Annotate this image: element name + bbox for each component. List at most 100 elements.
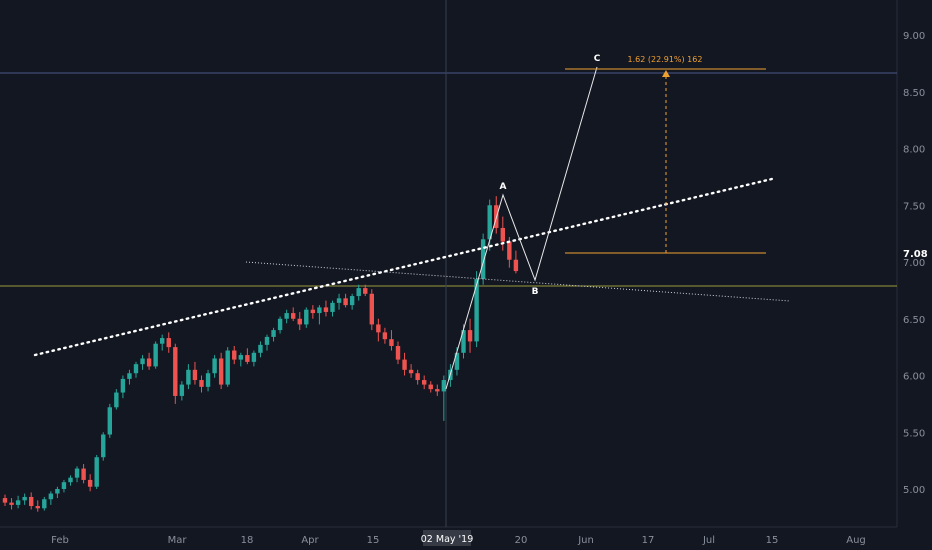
y-tick-label: 9.00 bbox=[903, 31, 925, 42]
candle-up[interactable] bbox=[461, 330, 466, 353]
candle-up[interactable] bbox=[101, 434, 106, 458]
candle-up[interactable] bbox=[454, 352, 460, 370]
candle-down[interactable] bbox=[297, 318, 302, 325]
candle-up[interactable] bbox=[251, 352, 257, 362]
candle-down[interactable] bbox=[81, 468, 86, 480]
candle-down[interactable] bbox=[402, 359, 407, 370]
candle-up[interactable] bbox=[114, 392, 119, 408]
candle-down[interactable] bbox=[199, 380, 204, 387]
candle-down[interactable] bbox=[173, 347, 178, 396]
candle-down[interactable] bbox=[245, 355, 250, 362]
x-tick-label: Jul bbox=[702, 535, 715, 546]
candle-up[interactable] bbox=[330, 302, 335, 312]
candle-up[interactable] bbox=[68, 477, 73, 483]
candle-down[interactable] bbox=[218, 358, 224, 385]
candle-up[interactable] bbox=[258, 344, 263, 353]
candle-up[interactable] bbox=[179, 384, 185, 396]
dotted-trendline-falling[interactable] bbox=[245, 261, 791, 302]
time-axis[interactable]: Feb Mar 18 Apr 15 20 Jun 17 Jul 15 Aug bbox=[51, 535, 866, 546]
candle-up[interactable] bbox=[349, 296, 355, 306]
x-tick-label: 15 bbox=[367, 535, 380, 546]
candle-up[interactable] bbox=[304, 309, 309, 325]
candle-up[interactable] bbox=[336, 298, 342, 303]
candle-up[interactable] bbox=[186, 369, 191, 385]
candle-up[interactable] bbox=[127, 373, 132, 379]
candle-down[interactable] bbox=[467, 330, 473, 342]
candle-up[interactable] bbox=[356, 288, 361, 297]
candle-down[interactable] bbox=[291, 313, 296, 319]
candle-up[interactable] bbox=[317, 307, 322, 314]
candle-up[interactable] bbox=[277, 318, 283, 331]
candle-down[interactable] bbox=[35, 506, 40, 509]
candle-down[interactable] bbox=[428, 384, 433, 390]
candle-up[interactable] bbox=[487, 205, 492, 240]
pattern-label-a: A bbox=[500, 182, 507, 192]
candle-up[interactable] bbox=[238, 355, 243, 360]
candle-up[interactable] bbox=[107, 407, 112, 435]
x-tick-label: 17 bbox=[642, 535, 655, 546]
x-tick-label: Jun bbox=[577, 535, 594, 546]
candle-up[interactable] bbox=[160, 338, 165, 344]
candle-down[interactable] bbox=[382, 332, 388, 340]
candle-down[interactable] bbox=[146, 358, 152, 367]
pattern-label-b: B bbox=[532, 287, 539, 297]
candles-group[interactable] bbox=[2, 196, 519, 512]
y-tick-label: 7.00 bbox=[903, 258, 925, 269]
candle-down[interactable] bbox=[29, 496, 34, 507]
candle-up[interactable] bbox=[212, 358, 217, 374]
candle-up[interactable] bbox=[22, 496, 27, 501]
candle-up[interactable] bbox=[94, 457, 99, 487]
candle-down[interactable] bbox=[513, 259, 519, 272]
candle-down[interactable] bbox=[395, 345, 401, 360]
candle-down[interactable] bbox=[389, 339, 394, 346]
candle-down[interactable] bbox=[408, 369, 414, 374]
candle-down[interactable] bbox=[369, 293, 374, 325]
candle-up[interactable] bbox=[133, 364, 139, 374]
y-tick-label: 8.50 bbox=[903, 88, 925, 99]
candle-down[interactable] bbox=[9, 502, 14, 505]
candle-up[interactable] bbox=[74, 468, 80, 478]
candle-up[interactable] bbox=[271, 330, 276, 337]
candle-up[interactable] bbox=[205, 373, 211, 387]
candle-up[interactable] bbox=[480, 239, 486, 280]
candle-up[interactable] bbox=[55, 489, 60, 494]
candle-down[interactable] bbox=[422, 380, 427, 385]
candle-up[interactable] bbox=[15, 500, 21, 505]
candle-down[interactable] bbox=[87, 479, 93, 487]
candle-up[interactable] bbox=[120, 378, 126, 393]
candle-up[interactable] bbox=[264, 336, 270, 345]
candle-down[interactable] bbox=[415, 373, 420, 381]
candle-down[interactable] bbox=[435, 389, 440, 392]
candle-down[interactable] bbox=[376, 324, 381, 333]
candle-up[interactable] bbox=[61, 482, 67, 489]
candle-down[interactable] bbox=[2, 498, 8, 503]
candle-down[interactable] bbox=[192, 369, 198, 381]
candle-down[interactable] bbox=[310, 309, 316, 314]
candle-up[interactable] bbox=[474, 279, 479, 342]
candle-up[interactable] bbox=[140, 358, 145, 365]
candle-up[interactable] bbox=[48, 493, 54, 500]
x-tick-label: Mar bbox=[168, 535, 188, 546]
y-tick-label: 6.50 bbox=[903, 315, 925, 326]
abc-pattern-line[interactable] bbox=[445, 66, 598, 390]
candle-down[interactable] bbox=[343, 298, 348, 306]
price-axis[interactable]: 9.00 8.50 8.00 7.50 7.00 6.50 6.00 5.50 5.00 bbox=[903, 31, 925, 496]
candle-down[interactable] bbox=[507, 241, 512, 260]
x-tick-label: Apr bbox=[301, 535, 319, 546]
y-tick-label: 5.50 bbox=[903, 428, 925, 439]
candle-up[interactable] bbox=[284, 313, 289, 319]
y-tick-label: 5.00 bbox=[903, 485, 925, 496]
candle-down[interactable] bbox=[323, 307, 329, 312]
candle-up[interactable] bbox=[42, 499, 47, 509]
candle-up[interactable] bbox=[441, 380, 447, 392]
candle-down[interactable] bbox=[232, 350, 237, 360]
candle-up[interactable] bbox=[153, 343, 158, 367]
candle-down[interactable] bbox=[166, 338, 171, 348]
y-tick-label: 7.50 bbox=[903, 201, 925, 212]
candle-up[interactable] bbox=[225, 350, 230, 385]
dotted-trendline-rising[interactable] bbox=[33, 176, 778, 357]
candle-down[interactable] bbox=[363, 288, 368, 294]
candle-down[interactable] bbox=[500, 227, 505, 242]
